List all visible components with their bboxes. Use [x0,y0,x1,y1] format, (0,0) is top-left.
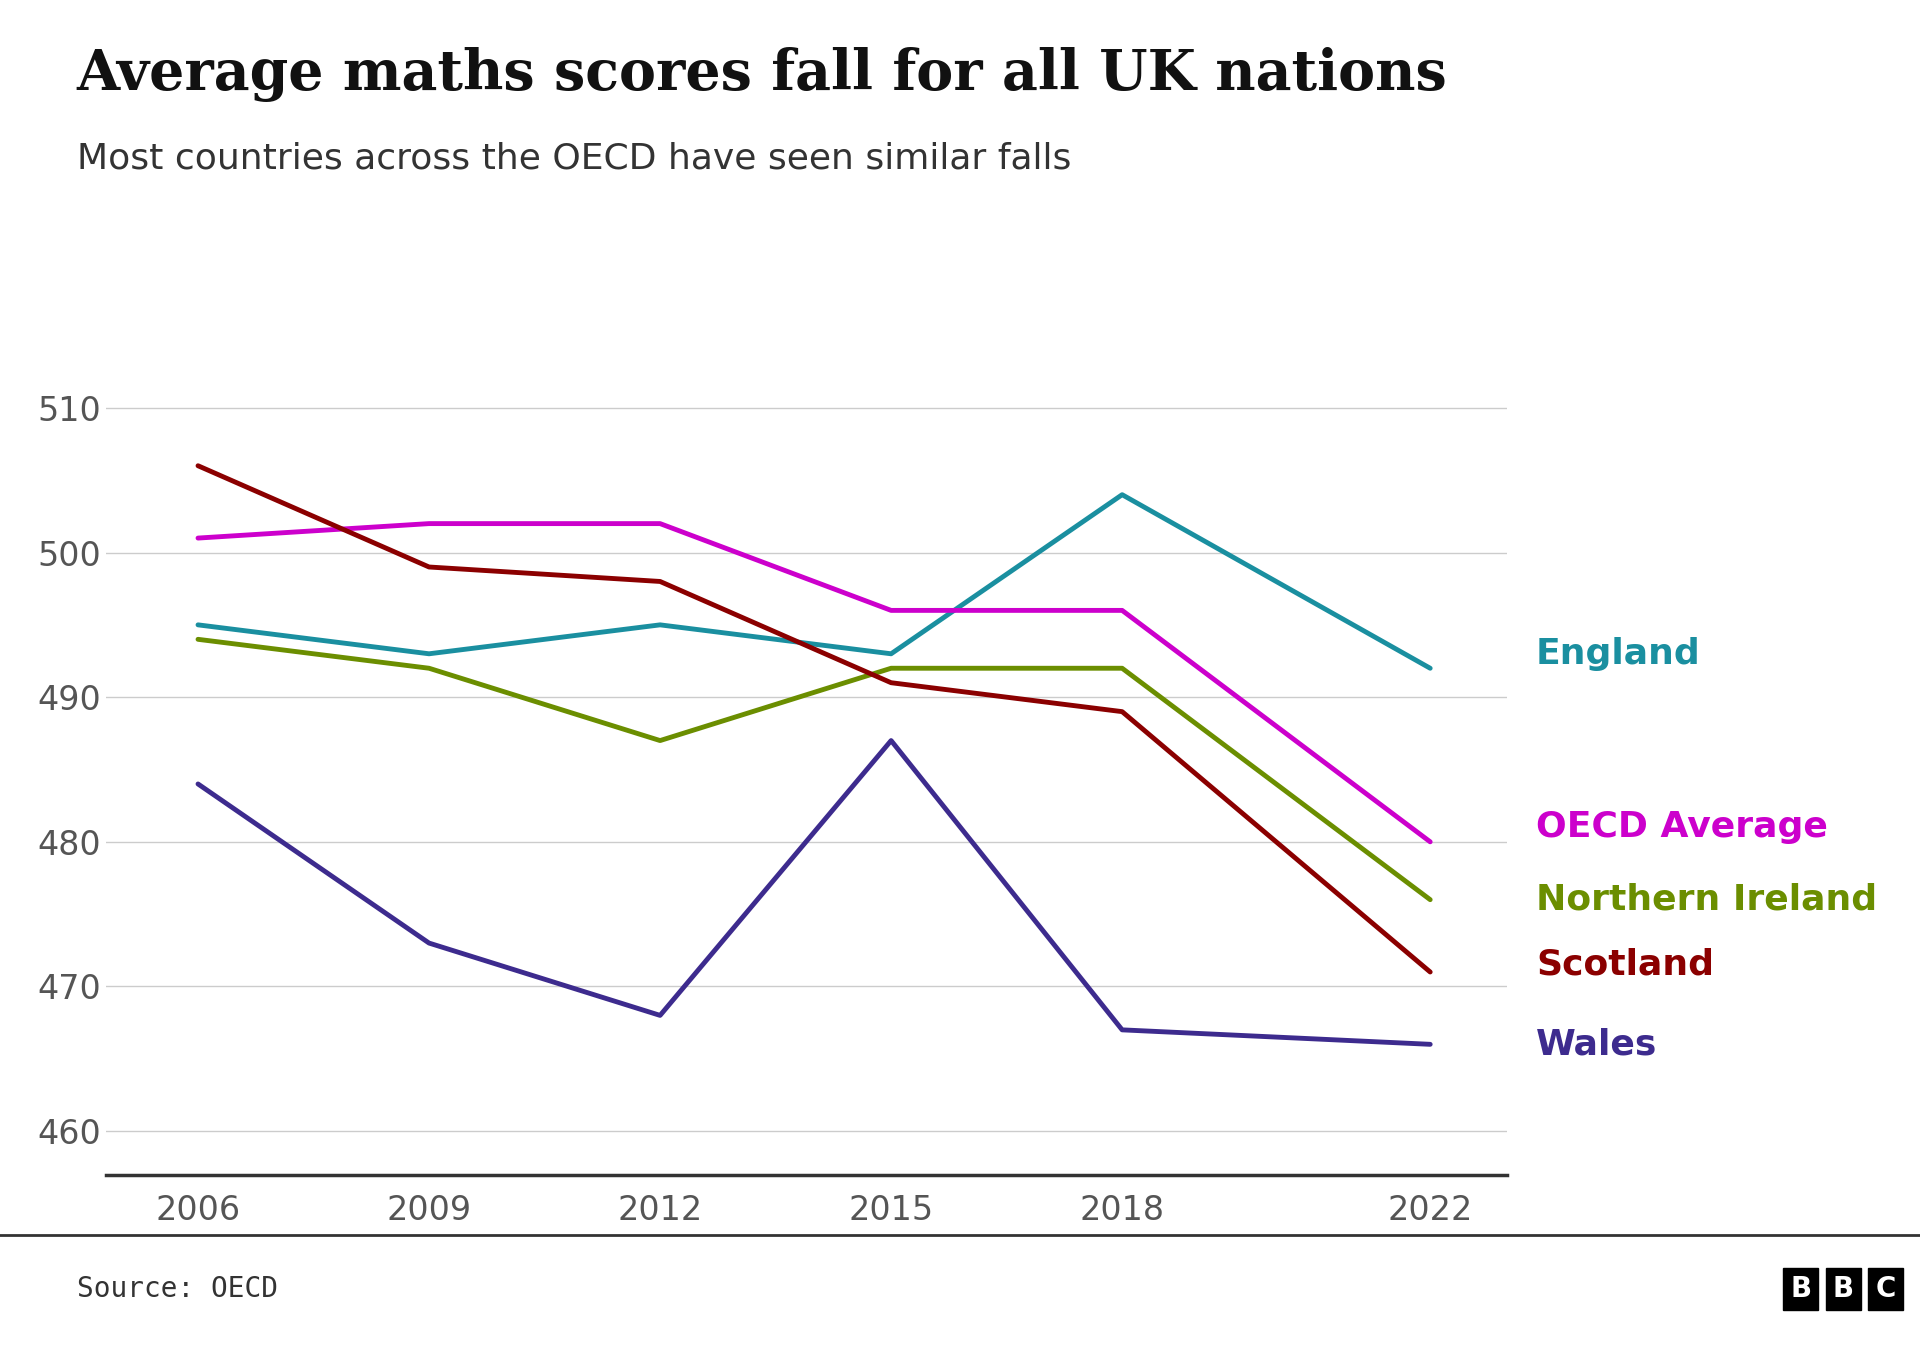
Text: Source: OECD: Source: OECD [77,1276,278,1303]
Text: Scotland: Scotland [1536,948,1715,981]
Text: Average maths scores fall for all UK nations: Average maths scores fall for all UK nat… [77,47,1448,103]
Text: Most countries across the OECD have seen similar falls: Most countries across the OECD have seen… [77,142,1071,176]
Text: OECD Average: OECD Average [1536,810,1828,844]
Text: Northern Ireland: Northern Ireland [1536,883,1878,917]
Text: B: B [1789,1276,1812,1303]
Text: C: C [1876,1276,1895,1303]
Text: B: B [1832,1276,1855,1303]
Text: Wales: Wales [1536,1027,1657,1061]
Text: England: England [1536,637,1701,671]
